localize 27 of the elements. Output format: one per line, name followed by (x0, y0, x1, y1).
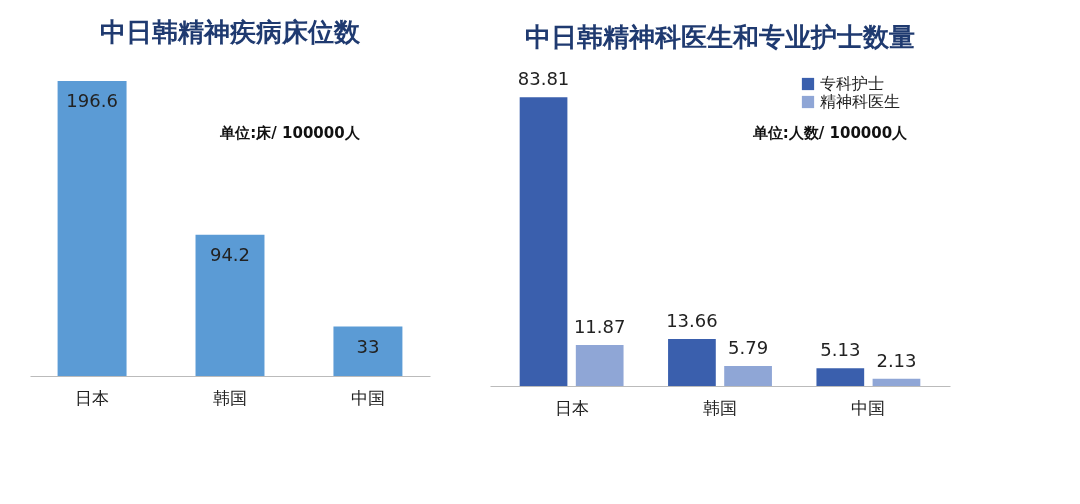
data-label: 83.81 (517, 68, 570, 90)
bar (668, 338, 716, 386)
data-label: 11.87 (573, 316, 626, 338)
x-tick-label: 韩国 (703, 397, 737, 418)
bar (724, 366, 772, 386)
data-label: 13.66 (666, 309, 718, 331)
data-label: 94.2 (209, 243, 251, 265)
x-tick-label: 中国 (350, 387, 385, 408)
data-label: 33 (356, 335, 380, 357)
bar (575, 345, 624, 386)
data-label: 196.6 (66, 90, 118, 112)
x-tick-label: 中国 (851, 397, 886, 418)
annotation: 单位:人数/ 100000人 (751, 124, 909, 142)
annotation: 单位:床/ 100000人 (219, 124, 361, 142)
data-label: 5.79 (728, 337, 769, 359)
x-tick-label: 日本 (554, 397, 589, 418)
bar (519, 97, 568, 386)
bar (872, 378, 921, 386)
x-tick-label: 韩国 (213, 387, 247, 408)
data-label: 5.13 (820, 339, 861, 361)
bar (816, 368, 865, 386)
legend-label: 专科护士 (820, 74, 884, 93)
x-tick-label: 日本 (75, 387, 110, 408)
chart-title: 中日韩精神科医生和专业护士数量 (525, 22, 915, 53)
data-label: 2.13 (876, 349, 917, 371)
legend-label: 精神科医生 (820, 92, 900, 111)
chart-title: 中日韩精神疾病床位数 (100, 17, 361, 47)
